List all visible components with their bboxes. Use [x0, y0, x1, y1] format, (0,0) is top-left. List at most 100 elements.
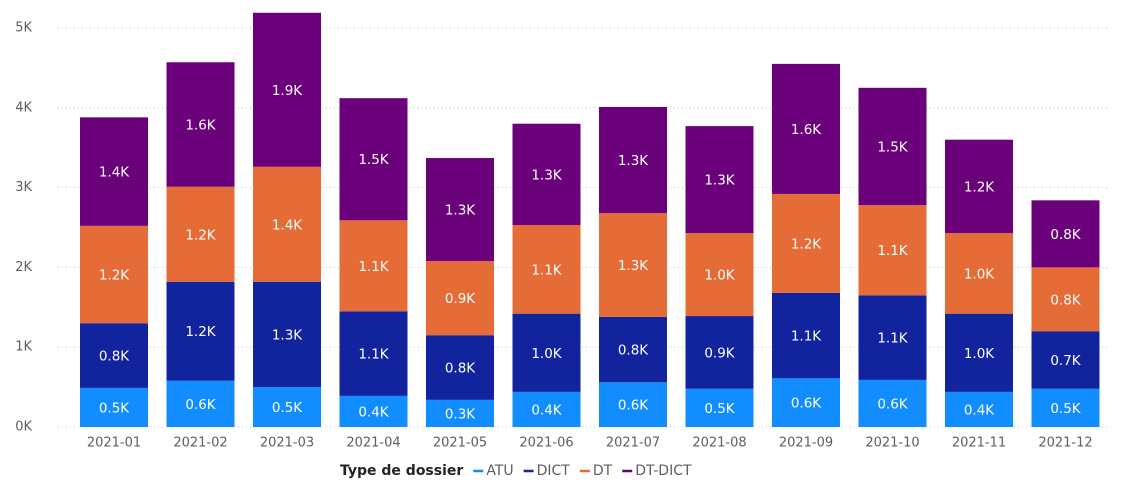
bar-segment	[166, 62, 235, 187]
data-label: 0.5K	[272, 400, 303, 416]
data-label: 1.1K	[877, 331, 908, 347]
x-tick-label: 2021-02	[173, 436, 227, 451]
y-tick-label: 2K	[15, 260, 32, 275]
bar-segment	[599, 382, 667, 427]
bar-segment	[166, 380, 235, 427]
x-tick-label: 2021-04	[346, 436, 400, 451]
data-label: 0.8K	[1050, 227, 1081, 243]
y-tick-label: 0K	[15, 420, 32, 435]
data-label: 0.3K	[445, 406, 476, 422]
data-label: 1.3K	[618, 153, 649, 169]
legend-label: DT-DICT	[635, 463, 692, 479]
bar-segment	[858, 87, 927, 206]
data-label: 1.2K	[185, 324, 216, 340]
data-label: 1.1K	[358, 347, 389, 363]
data-label: 0.6K	[877, 396, 908, 412]
data-label: 1.5K	[877, 139, 908, 155]
x-tick-label: 2021-11	[952, 436, 1006, 451]
x-tick-label: 2021-07	[606, 436, 660, 451]
data-label: 0.5K	[1050, 401, 1081, 417]
legend-label: DT	[593, 463, 613, 479]
data-label: 1.1K	[531, 262, 562, 278]
bar-segment	[339, 98, 408, 221]
data-label: 1.4K	[99, 165, 130, 181]
bar-segment	[858, 295, 927, 380]
data-label: 0.9K	[704, 345, 735, 361]
data-label: 0.6K	[618, 398, 649, 414]
data-label: 0.8K	[618, 343, 649, 359]
bar-segment	[945, 139, 1013, 234]
data-label: 1.0K	[531, 346, 562, 362]
data-label: 1.4K	[272, 217, 303, 233]
bar-segment	[1031, 200, 1100, 268]
bar-segment	[512, 123, 581, 226]
data-label: 1.1K	[791, 329, 822, 345]
bar-segment	[80, 323, 148, 388]
data-label: 1.3K	[618, 258, 649, 274]
data-label: 0.6K	[791, 396, 822, 412]
bar-segment	[1031, 388, 1100, 427]
bar-segment	[253, 281, 321, 388]
bar-segment	[80, 387, 148, 427]
data-label: 0.6K	[185, 397, 216, 413]
bar-segment	[772, 63, 840, 194]
data-label: 1.3K	[704, 173, 735, 189]
data-label: 0.5K	[99, 400, 130, 416]
data-label: 1.1K	[358, 259, 389, 275]
x-tick-label: 2021-05	[433, 436, 487, 451]
bar-segment	[253, 387, 321, 427]
data-label: 1.9K	[272, 83, 303, 99]
x-tick-label: 2021-12	[1038, 436, 1092, 451]
bar-segment	[599, 316, 667, 383]
bar-segment	[426, 260, 494, 336]
data-label: 0.7K	[1050, 353, 1081, 369]
bar-segment	[599, 213, 667, 317]
data-label: 0.5K	[704, 401, 735, 417]
bar-segment	[772, 193, 840, 293]
data-label: 0.4K	[358, 404, 389, 420]
x-tick-label: 2021-09	[779, 436, 833, 451]
x-tick-label: 2021-08	[692, 436, 746, 451]
y-tick-label: 4K	[15, 100, 32, 115]
x-tick-label: 2021-03	[260, 436, 314, 451]
x-tick-label: 2021-01	[87, 436, 141, 451]
bar-segment	[1031, 331, 1100, 389]
bar-segment	[253, 12, 321, 167]
bar-segment	[685, 126, 754, 234]
data-label: 1.3K	[531, 167, 562, 183]
data-label: 0.8K	[1050, 292, 1081, 308]
bar-segment	[339, 395, 408, 427]
data-label: 0.8K	[445, 361, 476, 377]
data-label: 1.1K	[877, 243, 908, 259]
bar-segment	[512, 391, 581, 427]
data-label: 1.2K	[99, 268, 130, 284]
bar-segment	[426, 399, 494, 427]
bar-segment	[945, 391, 1013, 427]
data-label: 1.2K	[964, 179, 995, 195]
bar-segment	[166, 186, 235, 282]
bar-segment	[858, 205, 927, 296]
legend-label: ATU	[486, 463, 513, 479]
bar-segment	[685, 233, 754, 317]
bar-segment	[945, 313, 1013, 392]
bar-segment	[1031, 267, 1100, 332]
data-label: 0.4K	[531, 402, 562, 418]
bar-segment	[599, 106, 667, 214]
bar-segment	[512, 313, 581, 392]
bar-segment	[945, 233, 1013, 314]
bar-segment	[80, 117, 148, 226]
bar-segment	[685, 316, 754, 389]
x-tick-label: 2021-06	[519, 436, 573, 451]
bar-segment	[166, 281, 235, 381]
data-label: 1.3K	[272, 327, 303, 343]
bar-segment	[426, 158, 494, 261]
bar-segment	[253, 166, 321, 282]
bar-segment	[80, 225, 148, 324]
data-label: 0.8K	[99, 349, 130, 365]
legend-label: DICT	[537, 463, 571, 479]
y-tick-label: 3K	[15, 180, 32, 195]
data-label: 1.0K	[704, 268, 735, 284]
data-label: 1.5K	[358, 152, 389, 168]
data-label: 0.4K	[964, 402, 995, 418]
